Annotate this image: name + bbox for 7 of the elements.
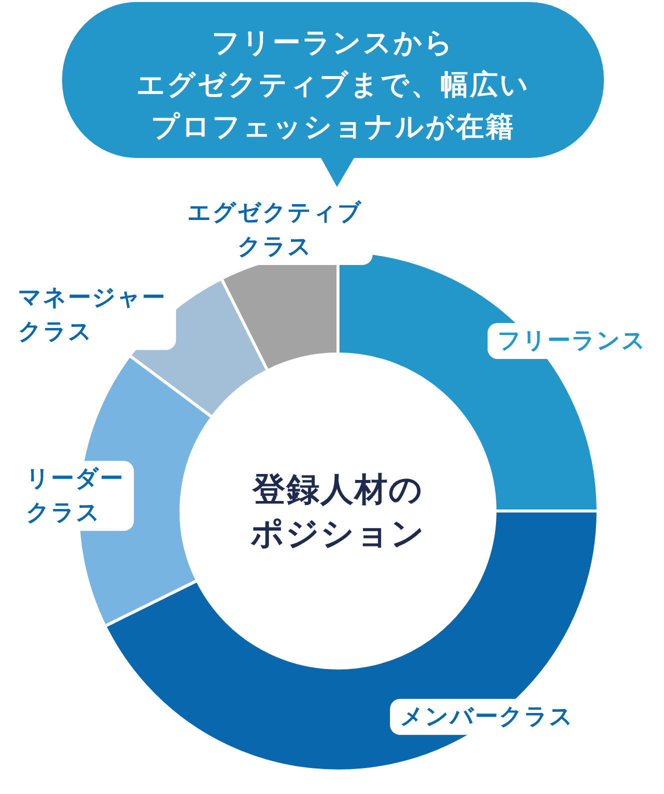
text: 登録人材のポジション xyxy=(250,470,426,552)
slice-label: エグゼクティブクラス xyxy=(188,200,363,260)
chart-title: フリーランスからエグゼクティブまで、幅広いプロフェッショナルが在籍 xyxy=(136,26,530,143)
slice-label: メンバークラス xyxy=(400,704,574,730)
slice-label: フリーランス xyxy=(498,328,646,354)
slice-label: マネージャークラス xyxy=(18,284,166,345)
slice-label: リーダークラス xyxy=(26,466,124,526)
